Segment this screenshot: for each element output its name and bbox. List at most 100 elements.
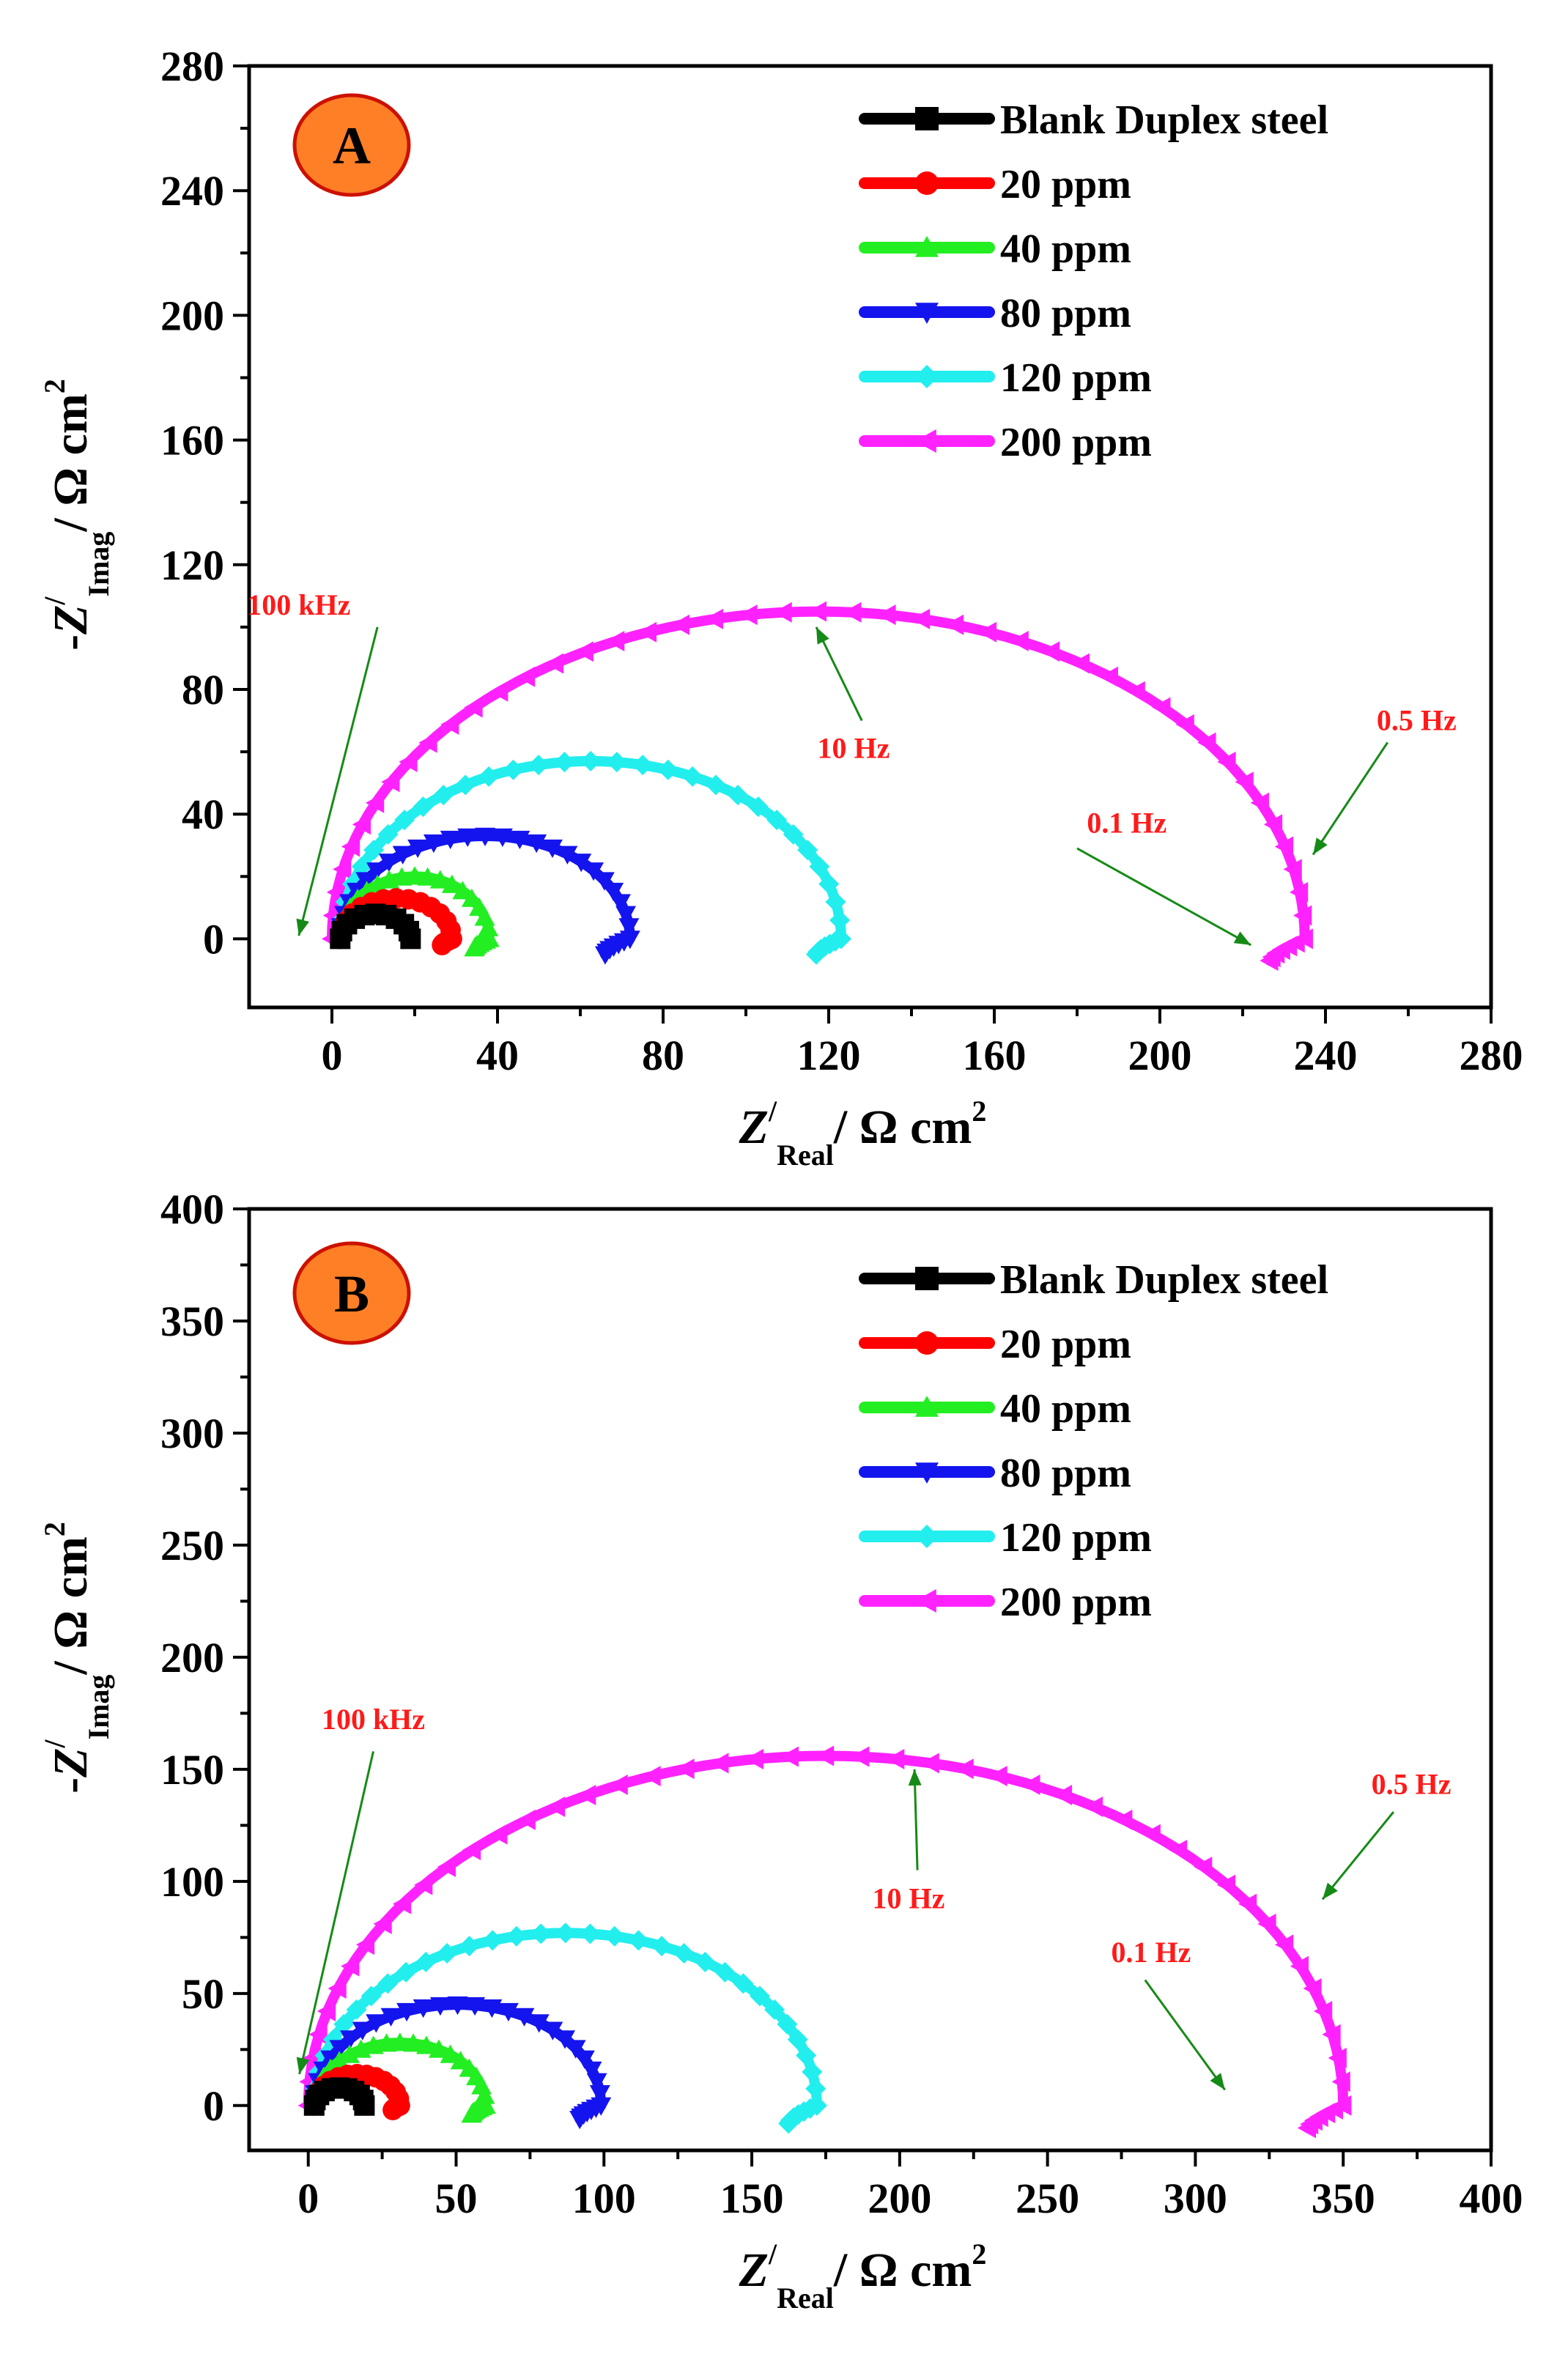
data-point-120-ppm	[394, 810, 415, 831]
annotation-label: 0.5 Hz	[1377, 703, 1457, 736]
data-point-120-ppm	[555, 1923, 576, 1944]
data-point-120-ppm	[796, 2045, 817, 2066]
data-point-200-ppm	[1303, 1977, 1322, 1999]
annotation-arrow	[297, 626, 379, 936]
annotation-arrowhead	[296, 918, 309, 936]
data-point-80-ppm	[615, 906, 637, 925]
data-point-120-ppm	[706, 774, 727, 796]
y-tick-label: 50	[182, 1970, 224, 2018]
data-point-120-ppm	[728, 785, 749, 806]
data-point-120-ppm	[777, 2013, 798, 2035]
data-point-200-ppm	[1142, 1824, 1161, 1845]
data-point-200-ppm	[462, 1839, 481, 1860]
x-axis-label: Z/Real/ Ω cm2	[739, 1095, 987, 1172]
data-point-80-ppm	[569, 2110, 591, 2130]
data-point-200-ppm	[1216, 1874, 1236, 1895]
data-point-200-ppm	[1175, 714, 1194, 735]
x-tick-label: 250	[1016, 2175, 1079, 2222]
data-point-80-ppm	[610, 894, 631, 913]
data-point-120-ppm	[396, 1961, 417, 1983]
data-point-80-ppm	[366, 862, 388, 881]
legend-marker-80-ppm	[915, 1462, 939, 1484]
data-point-120-ppm	[360, 1986, 382, 2007]
y-tick-label: 280	[160, 42, 224, 90]
data-point-40-ppm	[428, 2039, 449, 2058]
data-point-40-ppm	[478, 917, 499, 936]
data-point-120-ppm	[437, 1943, 458, 1964]
data-point-80-ppm	[542, 2021, 563, 2040]
data-point-200-ppm	[609, 1775, 628, 1796]
legend-label-blank-duplex-steel: Blank Duplex steel	[1000, 1257, 1328, 1303]
x-tick-label: 100	[572, 2175, 636, 2222]
data-point-120-ppm	[482, 1930, 503, 1951]
data-point-blank-duplex-steel	[354, 2095, 375, 2116]
data-point-80-ppm	[594, 946, 615, 965]
y-tick-label: 200	[160, 292, 224, 339]
data-point-80-ppm	[423, 834, 444, 854]
annotation-label: 0.1 Hz	[1087, 807, 1166, 840]
y-tick-label: 250	[160, 1522, 224, 1569]
data-point-200-ppm	[517, 1809, 536, 1830]
data-point-120-ppm	[459, 1936, 480, 1957]
data-point-80-ppm	[396, 2002, 418, 2022]
data-point-200-ppm	[517, 666, 536, 687]
y-tick-label: 300	[160, 1410, 224, 1457]
data-point-80-ppm	[565, 2040, 586, 2059]
data-point-120-ppm	[530, 1923, 552, 1945]
data-point-80-ppm	[380, 2008, 402, 2027]
data-point-20-ppm	[432, 934, 453, 955]
legend-marker-80-ppm	[915, 303, 939, 324]
x-tick-label: 150	[720, 2175, 784, 2222]
y-tick-label: 200	[160, 1634, 224, 1681]
x-tick-label: 40	[476, 1032, 519, 1079]
legend-marker-200-ppm	[915, 429, 936, 453]
data-point-120-ppm	[778, 2113, 799, 2134]
data-point-120-ppm	[825, 891, 846, 912]
legend-label-80-ppm: 80 ppm	[1000, 291, 1131, 336]
data-point-40-ppm	[376, 2033, 397, 2052]
panel-badge-label: B	[334, 1265, 369, 1323]
x-tick-label: 160	[963, 1032, 1027, 1079]
legend-label-200-ppm: 200 ppm	[1000, 1580, 1152, 1625]
data-point-80-ppm	[413, 1999, 434, 2019]
annotation-arrowhead	[1210, 2073, 1225, 2090]
data-point-80-ppm	[603, 882, 624, 902]
data-point-200-ppm	[1053, 1785, 1073, 1806]
data-point-80-ppm	[475, 827, 496, 846]
data-point-200-ppm	[1275, 1934, 1294, 1955]
data-point-120-ppm	[503, 759, 524, 780]
data-point-120-ppm	[506, 1925, 527, 1947]
data-point-200-ppm	[739, 604, 758, 626]
data-point-80-ppm	[526, 834, 547, 854]
legend-marker-40-ppm	[915, 236, 939, 257]
data-point-200-ppm	[1235, 772, 1254, 793]
data-point-200-ppm	[807, 601, 827, 622]
panel-a: 0 40 80 120 160 200 240 280 0 40 80 120 160 200 240 280…	[38, 42, 1523, 1172]
data-point-120-ppm	[805, 2078, 826, 2099]
data-point-200-ppm	[977, 621, 997, 643]
data-point-120-ppm	[363, 840, 385, 861]
data-point-200-ppm	[1197, 732, 1216, 753]
data-point-200-ppm	[308, 2024, 328, 2045]
annotation-label: 10 Hz	[817, 732, 890, 765]
legend-label-20-ppm: 20 ppm	[1000, 162, 1131, 207]
data-point-200-ppm	[1152, 697, 1171, 718]
x-tick-label: 50	[435, 2175, 478, 2222]
data-point-200-ppm	[1322, 2024, 1341, 2045]
data-point-200-ppm	[606, 630, 625, 651]
data-point-120-ppm	[346, 1999, 367, 2020]
data-point-120-ppm	[413, 796, 434, 818]
data-point-80-ppm	[481, 1999, 503, 2019]
data-point-120-ppm	[695, 1951, 716, 1972]
data-point-200-ppm	[489, 681, 509, 702]
data-point-120-ppm	[809, 856, 830, 877]
y-tick-label: 100	[160, 1858, 224, 1906]
data-point-40-ppm	[452, 881, 473, 900]
data-point-40-ppm	[415, 2035, 437, 2054]
data-point-120-ppm	[818, 873, 840, 895]
y-tick-label: 160	[160, 417, 224, 465]
data-point-120-ppm	[733, 1973, 754, 1994]
data-point-200-ppm	[341, 836, 360, 857]
data-point-80-ppm	[574, 2050, 595, 2069]
data-point-80-ppm	[392, 846, 413, 865]
